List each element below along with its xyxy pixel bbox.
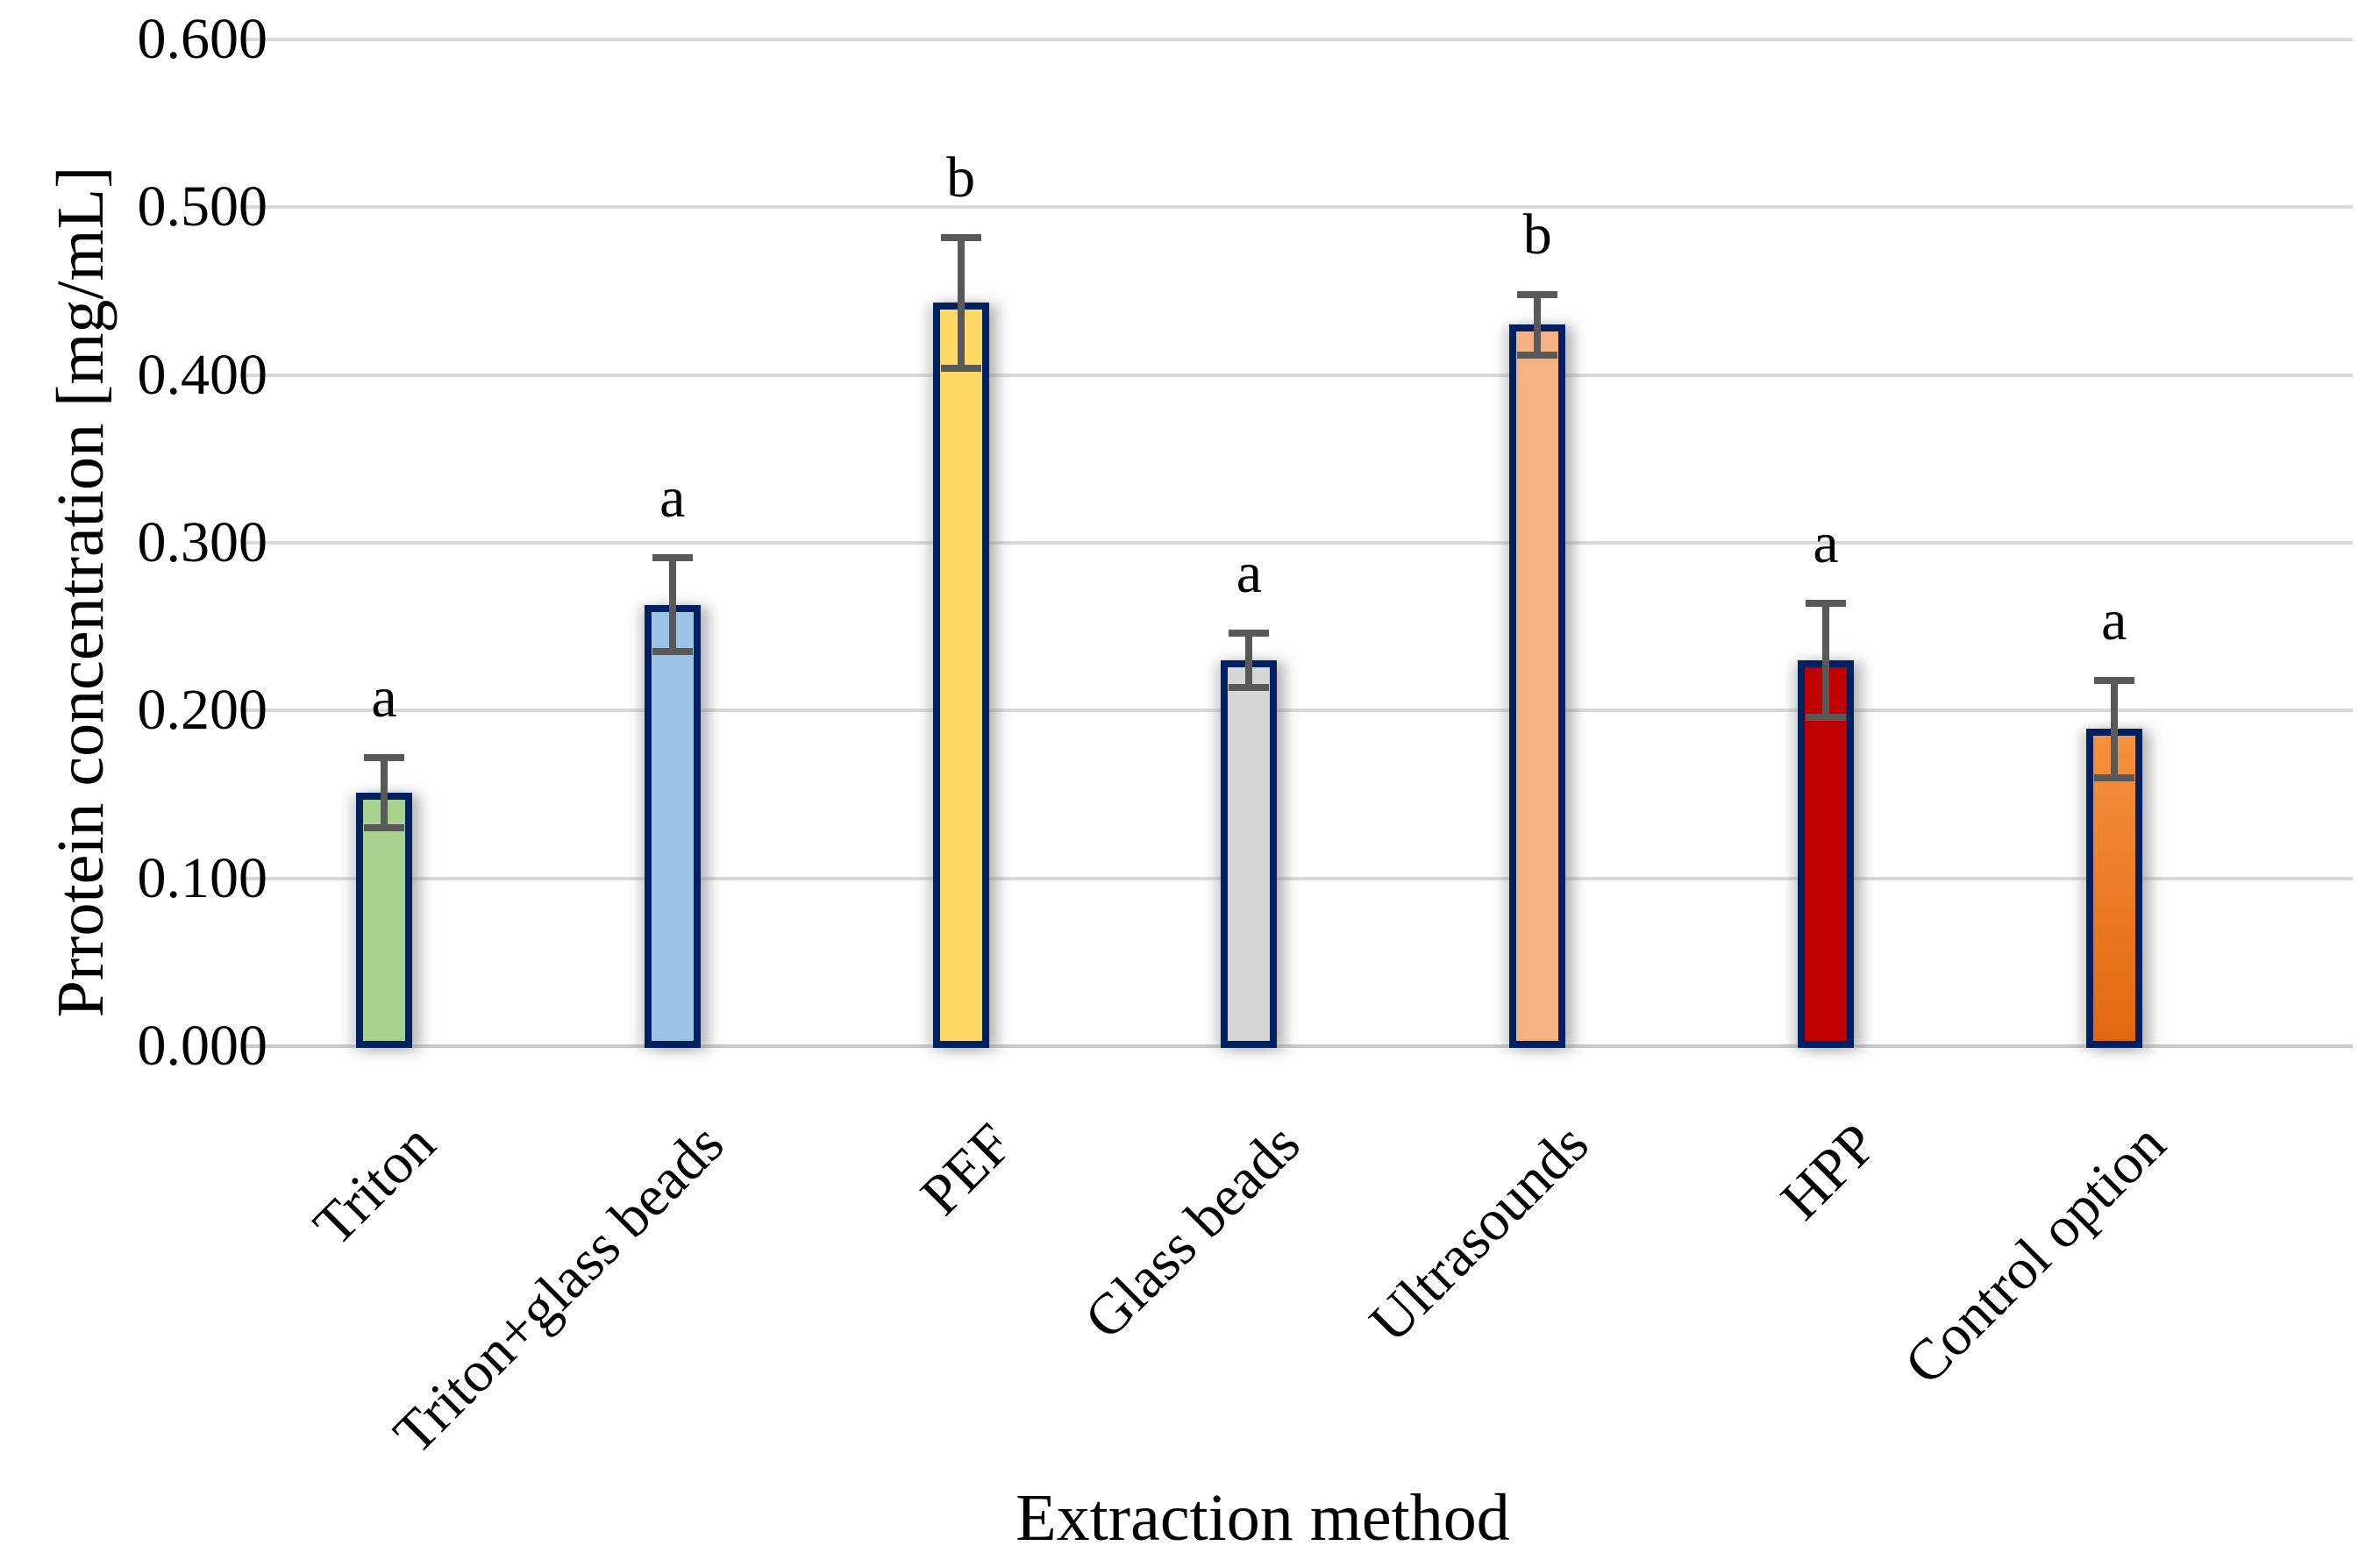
error-bar-bottom-cap [1517, 351, 1558, 359]
error-bar-top-cap [940, 233, 981, 241]
error-bar-top-cap [652, 554, 693, 562]
bar [1509, 324, 1566, 1048]
error-bar-top-cap [364, 753, 404, 761]
significance-letter: b [1522, 202, 1552, 267]
y-tick-label: 0.500 [137, 175, 268, 239]
y-tick-label: 0.100 [137, 845, 268, 910]
significance-letter: b [946, 145, 976, 210]
error-bar-bottom-cap [364, 824, 404, 832]
error-bar-bottom-cap [2093, 773, 2134, 781]
error-bar-bottom-cap [1806, 713, 1846, 721]
x-axis-line [241, 1044, 2353, 1048]
gridline [241, 541, 2353, 545]
bar [1221, 659, 1278, 1048]
bar [932, 303, 989, 1048]
bar [1798, 659, 1854, 1048]
significance-letter: a [659, 466, 686, 531]
x-axis-title: Extraction method [1015, 1481, 1510, 1555]
gridline [241, 876, 2353, 880]
y-tick-label: 0.600 [137, 7, 268, 71]
error-bar [1534, 294, 1542, 355]
y-tick-label: 0.200 [137, 678, 268, 743]
error-bar [668, 558, 676, 652]
gridline [241, 709, 2353, 713]
error-bar-top-cap [1806, 599, 1846, 607]
error-bar [1822, 602, 1829, 717]
bar [2085, 729, 2142, 1048]
error-bar [2110, 680, 2118, 778]
bar [644, 604, 701, 1048]
significance-letter: a [2101, 588, 2127, 652]
error-bar-top-cap [1229, 630, 1270, 638]
gridline [241, 38, 2353, 41]
error-bar-bottom-cap [1229, 683, 1270, 691]
y-tick-label: 0.400 [137, 342, 268, 407]
significance-letter: a [1813, 510, 1839, 575]
error-bar-bottom-cap [940, 365, 981, 372]
error-bar [957, 237, 965, 368]
y-tick-label: 0.300 [137, 510, 268, 574]
significance-letter: a [1236, 541, 1263, 606]
error-bar-bottom-cap [652, 648, 693, 656]
gridline [241, 373, 2353, 377]
gridline [241, 205, 2353, 210]
error-bar [1245, 633, 1253, 687]
significance-letter: a [371, 665, 397, 730]
y-tick-label: 0.000 [137, 1014, 268, 1078]
error-bar-top-cap [2093, 676, 2134, 684]
bar [356, 793, 412, 1048]
error-bar-top-cap [1517, 290, 1558, 298]
error-bar [381, 757, 388, 829]
